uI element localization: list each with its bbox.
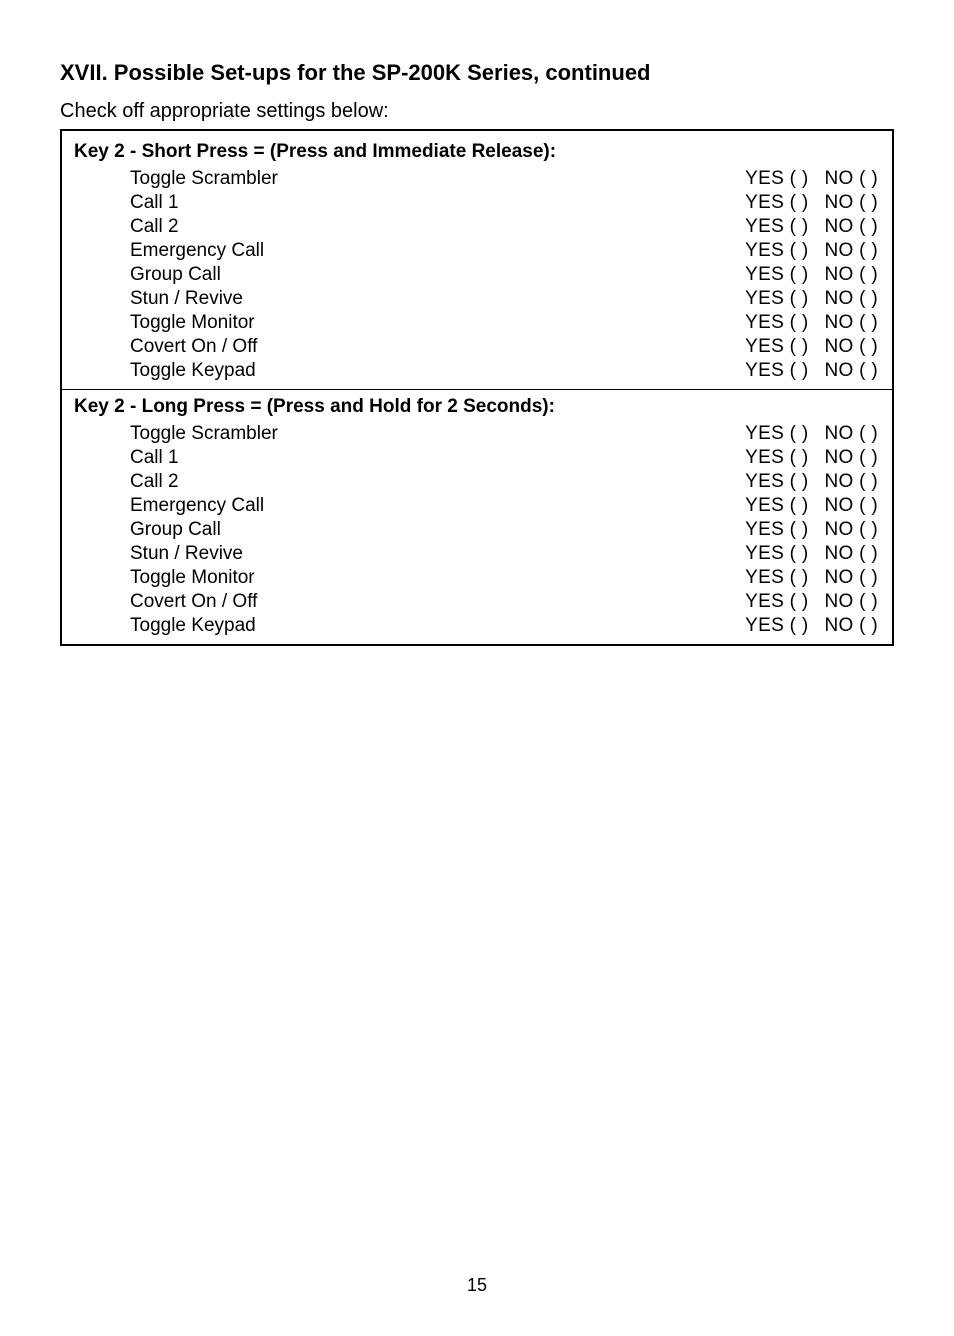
- no-option: NO ( ): [824, 288, 878, 310]
- setting-label: Call 2: [74, 471, 179, 493]
- no-option: NO ( ): [824, 216, 878, 238]
- setting-options: YES ( ) NO ( ): [745, 447, 880, 469]
- no-option: NO ( ): [824, 336, 878, 358]
- setting-row: Call 1 YES ( ) NO ( ): [74, 446, 880, 470]
- yes-option: YES ( ): [745, 567, 808, 589]
- setting-options: YES ( ) NO ( ): [745, 543, 880, 565]
- setting-label: Call 2: [74, 216, 179, 238]
- setting-options: YES ( ) NO ( ): [745, 216, 880, 238]
- yes-option: YES ( ): [745, 423, 808, 445]
- yes-option: YES ( ): [745, 471, 808, 493]
- yes-option: YES ( ): [745, 615, 808, 637]
- yes-option: YES ( ): [745, 288, 808, 310]
- yes-option: YES ( ): [745, 360, 808, 382]
- no-option: NO ( ): [824, 471, 878, 493]
- intro-text: Check off appropriate settings below:: [60, 100, 894, 123]
- yes-option: YES ( ): [745, 447, 808, 469]
- no-option: NO ( ): [824, 591, 878, 613]
- no-option: NO ( ): [824, 312, 878, 334]
- setting-label: Call 1: [74, 447, 179, 469]
- no-option: NO ( ): [824, 168, 878, 190]
- setting-options: YES ( ) NO ( ): [745, 288, 880, 310]
- yes-option: YES ( ): [745, 264, 808, 286]
- setting-options: YES ( ) NO ( ): [745, 336, 880, 358]
- yes-option: YES ( ): [745, 519, 808, 541]
- setting-label: Group Call: [74, 519, 221, 541]
- setting-label: Emergency Call: [74, 240, 264, 262]
- setting-row: Call 2 YES ( ) NO ( ): [74, 470, 880, 494]
- setting-row: Group Call YES ( ) NO ( ): [74, 518, 880, 542]
- setting-label: Toggle Monitor: [74, 312, 255, 334]
- setting-options: YES ( ) NO ( ): [745, 519, 880, 541]
- no-option: NO ( ): [824, 447, 878, 469]
- setting-row: Call 1 YES ( ) NO ( ): [74, 191, 880, 215]
- no-option: NO ( ): [824, 495, 878, 517]
- section2-header: Key 2 - Long Press = (Press and Hold for…: [74, 396, 880, 418]
- setting-options: YES ( ) NO ( ): [745, 360, 880, 382]
- no-option: NO ( ): [824, 264, 878, 286]
- setting-options: YES ( ) NO ( ): [745, 240, 880, 262]
- setting-row: Toggle Monitor YES ( ) NO ( ): [74, 311, 880, 335]
- setting-label: Toggle Scrambler: [74, 168, 278, 190]
- yes-option: YES ( ): [745, 495, 808, 517]
- setting-label: Group Call: [74, 264, 221, 286]
- yes-option: YES ( ): [745, 543, 808, 565]
- setting-options: YES ( ) NO ( ): [745, 567, 880, 589]
- setting-label: Covert On / Off: [74, 336, 257, 358]
- setting-options: YES ( ) NO ( ): [745, 615, 880, 637]
- page-heading: XVII. Possible Set-ups for the SP-200K S…: [60, 60, 894, 86]
- setting-row: Covert On / Off YES ( ) NO ( ): [74, 590, 880, 614]
- setting-options: YES ( ) NO ( ): [745, 192, 880, 214]
- no-option: NO ( ): [824, 543, 878, 565]
- yes-option: YES ( ): [745, 240, 808, 262]
- yes-option: YES ( ): [745, 336, 808, 358]
- setting-label: Covert On / Off: [74, 591, 257, 613]
- setting-label: Toggle Scrambler: [74, 423, 278, 445]
- setting-options: YES ( ) NO ( ): [745, 471, 880, 493]
- setting-row: Emergency Call YES ( ) NO ( ): [74, 494, 880, 518]
- no-option: NO ( ): [824, 360, 878, 382]
- setting-label: Stun / Revive: [74, 288, 243, 310]
- setting-row: Toggle Scrambler YES ( ) NO ( ): [74, 422, 880, 446]
- setting-row: Toggle Scrambler YES ( ) NO ( ): [74, 167, 880, 191]
- setting-label: Emergency Call: [74, 495, 264, 517]
- setting-label: Stun / Revive: [74, 543, 243, 565]
- setting-options: YES ( ) NO ( ): [745, 495, 880, 517]
- setting-row: Emergency Call YES ( ) NO ( ): [74, 239, 880, 263]
- setting-options: YES ( ) NO ( ): [745, 591, 880, 613]
- setting-label: Call 1: [74, 192, 179, 214]
- setting-options: YES ( ) NO ( ): [745, 312, 880, 334]
- yes-option: YES ( ): [745, 216, 808, 238]
- no-option: NO ( ): [824, 240, 878, 262]
- setting-options: YES ( ) NO ( ): [745, 264, 880, 286]
- no-option: NO ( ): [824, 519, 878, 541]
- setting-label: Toggle Monitor: [74, 567, 255, 589]
- no-option: NO ( ): [824, 567, 878, 589]
- section1-header: Key 2 - Short Press = (Press and Immedia…: [74, 141, 880, 163]
- setting-row: Toggle Keypad YES ( ) NO ( ): [74, 359, 880, 383]
- setting-row: Toggle Monitor YES ( ) NO ( ): [74, 566, 880, 590]
- yes-option: YES ( ): [745, 168, 808, 190]
- setting-row: Covert On / Off YES ( ) NO ( ): [74, 335, 880, 359]
- no-option: NO ( ): [824, 615, 878, 637]
- page-number: 15: [0, 1275, 954, 1296]
- setting-row: Call 2 YES ( ) NO ( ): [74, 215, 880, 239]
- yes-option: YES ( ): [745, 591, 808, 613]
- setting-row: Group Call YES ( ) NO ( ): [74, 263, 880, 287]
- yes-option: YES ( ): [745, 192, 808, 214]
- yes-option: YES ( ): [745, 312, 808, 334]
- setting-row: Stun / Revive YES ( ) NO ( ): [74, 287, 880, 311]
- no-option: NO ( ): [824, 423, 878, 445]
- setting-row: Toggle Keypad YES ( ) NO ( ): [74, 614, 880, 638]
- setting-label: Toggle Keypad: [74, 360, 256, 382]
- settings-box: Key 2 - Short Press = (Press and Immedia…: [60, 129, 894, 646]
- setting-label: Toggle Keypad: [74, 615, 256, 637]
- setting-row: Stun / Revive YES ( ) NO ( ): [74, 542, 880, 566]
- no-option: NO ( ): [824, 192, 878, 214]
- setting-options: YES ( ) NO ( ): [745, 168, 880, 190]
- section-divider: [62, 389, 892, 390]
- setting-options: YES ( ) NO ( ): [745, 423, 880, 445]
